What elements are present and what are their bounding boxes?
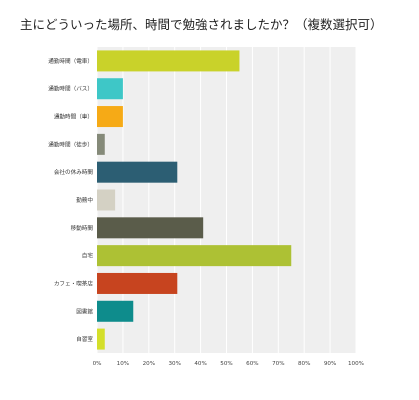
category-label: カフェ・喫茶店: [54, 279, 94, 287]
bars: [97, 50, 292, 350]
category-label: 通勤時間（徒歩）: [48, 140, 93, 148]
bar: [97, 328, 105, 350]
category-label: 自宅: [82, 252, 94, 260]
chart-title: 主にどういった場所、時間で勉強されましたか？（複数選択可）: [20, 17, 383, 32]
x-tick-label: 90%: [324, 361, 336, 367]
bar: [97, 106, 123, 128]
category-label: 会社の休み時間: [54, 168, 94, 176]
bar: [97, 272, 178, 294]
bar: [97, 245, 292, 267]
category-label: 移動時間: [71, 224, 94, 232]
x-tick-label: 50%: [220, 361, 232, 367]
x-tick-label: 40%: [194, 361, 206, 367]
category-label: 通勤時間（車）: [54, 113, 93, 121]
bar: [97, 189, 116, 211]
x-tick-label: 70%: [272, 361, 284, 367]
x-tick-label: 10%: [117, 361, 129, 367]
x-tick-label: 30%: [168, 361, 180, 367]
x-tick-label: 20%: [143, 361, 155, 367]
x-tick-label: 80%: [298, 361, 310, 367]
x-tick-label: 100%: [348, 361, 364, 367]
x-tick-label: 0%: [93, 361, 102, 367]
bar: [97, 161, 178, 183]
x-tick-label: 60%: [246, 361, 258, 367]
bar: [97, 133, 105, 155]
category-label: 図書館: [76, 307, 93, 315]
bar: [97, 300, 134, 322]
bar: [97, 217, 204, 239]
bar: [97, 50, 240, 72]
bar: [97, 78, 123, 100]
category-labels: 通勤時間（電車） 通勤時間（バス） 通勤時間（車） 通勤時間（徒歩） 会社の休み時間勤務…: [48, 57, 93, 343]
category-label: 勤務中: [76, 196, 93, 204]
x-tick-labels: 0% 10% 20% 30% 40% 50% 60% 70% 80% 90% 100%: [93, 361, 364, 367]
category-label: 自習室: [76, 335, 93, 343]
category-label: 通勤時間（電車）: [48, 57, 93, 65]
category-label: 通勤時間（バス）: [48, 85, 93, 93]
